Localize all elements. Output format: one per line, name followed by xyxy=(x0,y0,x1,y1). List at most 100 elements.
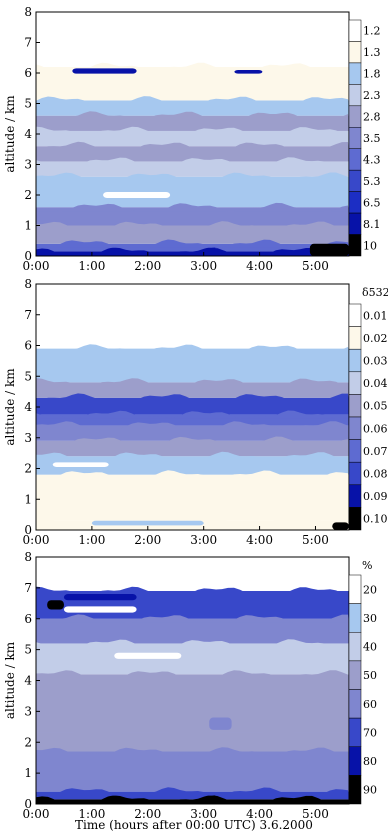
colorbar-swatch xyxy=(348,746,362,776)
x-tick-label: 4:00 xyxy=(246,807,273,821)
contour-edge-4 xyxy=(36,436,349,446)
y-tick-label: 7 xyxy=(24,581,32,595)
y-axis-title: altitude / km xyxy=(3,95,17,173)
y-tick-label: 6 xyxy=(24,66,32,80)
colorbar-label: 10 xyxy=(363,239,377,252)
colorbar-swatch xyxy=(348,148,362,171)
contour-band-8 xyxy=(36,557,349,591)
y-axis-title: altitude / km xyxy=(3,641,17,719)
contour-patch-3 xyxy=(114,652,182,659)
contour-edge-9 xyxy=(36,344,349,353)
colorbar-label: 20 xyxy=(363,583,377,596)
colorbar-swatch xyxy=(348,394,362,418)
x-tick-label: 0:00 xyxy=(23,807,50,821)
panel-depolarization: 0 1 2 3 4 5 6 7 8 0:00 1:00 2:00 3:00 4:00 5:00 altitud… xyxy=(3,277,388,547)
colorbar-label: 50 xyxy=(363,669,377,682)
colorbar-label: 0.01 xyxy=(363,309,388,322)
colorbar-label: 4.3 xyxy=(363,153,381,166)
contour-patch-2 xyxy=(309,243,349,256)
x-tick-label: 2:00 xyxy=(134,259,161,273)
contour-edge-9 xyxy=(36,111,349,120)
contour-edge-8 xyxy=(36,126,349,136)
colorbar-swatch xyxy=(348,326,362,350)
contour-band-5 xyxy=(36,414,349,426)
contour-edge-7 xyxy=(36,614,349,623)
y-tick-label: 5 xyxy=(24,369,32,383)
y-tick-label: 7 xyxy=(24,36,32,50)
y-tick-label: 6 xyxy=(24,612,32,626)
contour-edge-8 xyxy=(36,378,349,387)
colorbar-swatch xyxy=(348,191,362,214)
contour-band-3 xyxy=(36,207,349,226)
contour-edge-3 xyxy=(36,451,349,461)
y-tick-label: 5 xyxy=(24,643,32,657)
colorbar-swatch xyxy=(348,439,362,463)
x-tick-label: 1:00 xyxy=(78,807,105,821)
contour-edge-5 xyxy=(36,670,349,679)
colorbar-label: 0.07 xyxy=(363,445,388,458)
contour-band-4 xyxy=(36,176,349,208)
contour-edge-4 xyxy=(36,728,349,738)
colorbar-label: 0.04 xyxy=(363,377,388,390)
colorbar-swatch xyxy=(348,416,362,440)
contour-patch-0 xyxy=(332,522,349,530)
contour-edge-1 xyxy=(36,795,349,804)
y-tick-label: 3 xyxy=(24,158,32,172)
y-tick-label: 8 xyxy=(24,550,32,564)
contour-band-2 xyxy=(36,456,349,475)
y-tick-label: 4 xyxy=(24,400,32,414)
contour-edge-3 xyxy=(36,747,349,756)
contour-edge-6 xyxy=(36,157,349,166)
x-axis-title: Time (hours after 00:00 UTC) 3.6.2000 xyxy=(75,818,313,832)
colorbar-label: 70 xyxy=(363,726,377,739)
x-tick-label: 3:00 xyxy=(190,807,217,821)
x-tick-label: 2:00 xyxy=(134,807,161,821)
x-tick-label: 3:00 xyxy=(190,259,217,273)
x-tick-label: 4:00 xyxy=(246,533,273,547)
colorbar-label: 40 xyxy=(363,641,377,654)
contour-edge-3 xyxy=(36,221,349,230)
x-tick-label: 5:00 xyxy=(302,807,329,821)
colorbar-swatch xyxy=(348,348,362,373)
colorbar-label: 2.8 xyxy=(363,111,381,124)
y-tick-label: 4 xyxy=(24,127,32,141)
y-tick-label: 3 xyxy=(24,704,32,718)
colorbar-label: 0.06 xyxy=(363,422,388,435)
colorbar-title: % xyxy=(362,559,372,572)
y-tick-label: 0 xyxy=(24,249,32,263)
y-tick-label: 2 xyxy=(24,462,32,476)
contour-patch-4 xyxy=(209,717,232,730)
y-tick-label: 3 xyxy=(24,431,32,445)
contour-band-2 xyxy=(36,751,349,792)
x-tick-label: 5:00 xyxy=(302,259,329,273)
colorbar-label: 2.3 xyxy=(363,89,381,102)
colorbar-swatch xyxy=(348,234,362,257)
colorbar-label: 5.3 xyxy=(363,175,381,188)
colorbar-swatch xyxy=(348,105,362,128)
y-tick-label: 7 xyxy=(24,308,32,322)
contour-band-4 xyxy=(36,674,349,733)
colorbar-label: 8.1 xyxy=(363,218,381,231)
colorbar-swatch xyxy=(348,574,362,604)
y-tick-label: 8 xyxy=(24,5,32,19)
x-tick-label: 3:00 xyxy=(190,533,217,547)
y-tick-label: 0 xyxy=(24,797,32,811)
colorbar-swatch xyxy=(348,62,362,85)
y-tick-label: 0 xyxy=(24,523,32,537)
contour-patch-1 xyxy=(91,520,204,526)
contour-patch-0 xyxy=(72,68,137,74)
colorbar-label: 0.10 xyxy=(363,513,388,526)
contour-edge-2 xyxy=(36,239,349,249)
colorbar-label: 1.2 xyxy=(363,25,381,38)
contour-edge-4 xyxy=(36,202,349,212)
contour-edge-2 xyxy=(36,787,349,796)
colorbar-label: 0.02 xyxy=(363,332,388,345)
contour-band-1 xyxy=(36,474,349,521)
contour-edge-5 xyxy=(36,172,349,181)
contour-band-3 xyxy=(36,732,349,752)
panel-humidity: 0 1 2 3 4 5 6 7 8 0:00 1:00 2:00 3:00 4:00 5:00 altitud… xyxy=(3,550,377,821)
contour-band-11 xyxy=(36,12,349,67)
y-tick-label: 2 xyxy=(24,735,32,749)
contour-edge-8 xyxy=(36,586,349,596)
